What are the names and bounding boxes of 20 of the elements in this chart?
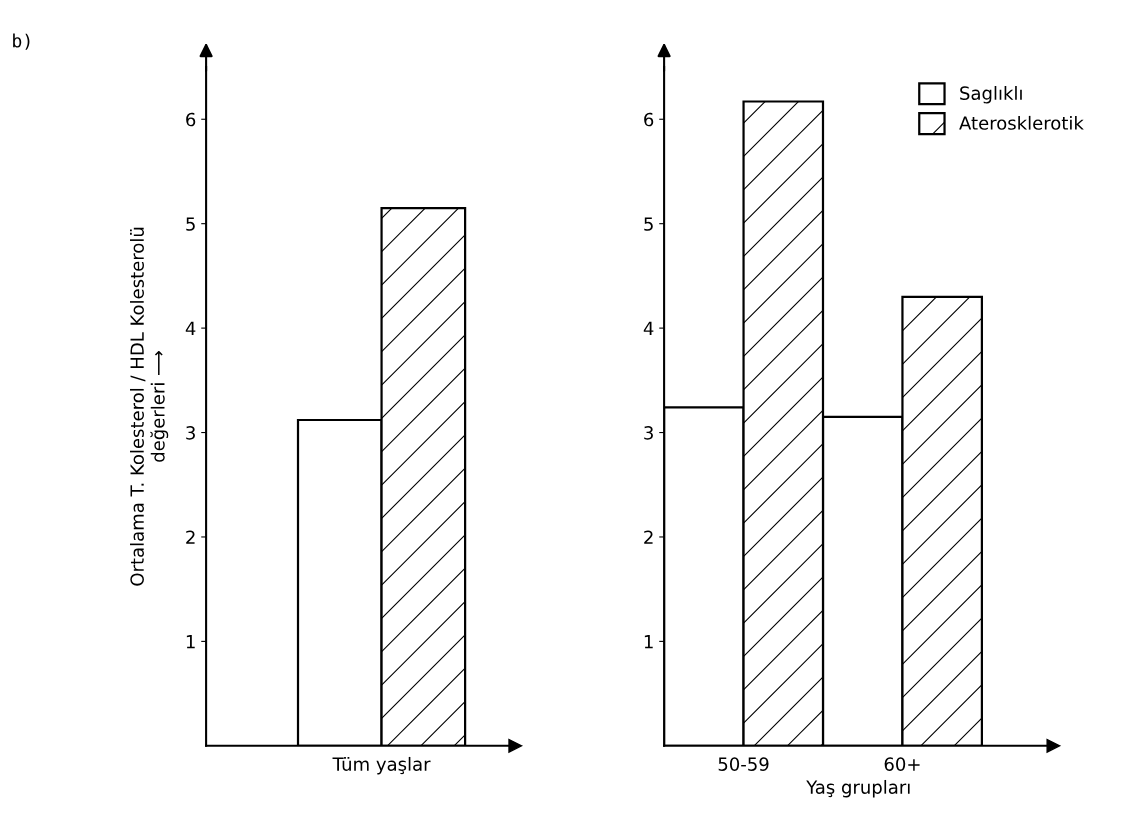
- legend-label: Aterosklerotik: [959, 115, 1084, 130]
- y-tick-label: 2: [644, 530, 653, 544]
- y-tick-label: 4: [185, 321, 196, 335]
- y-tick-label: 5: [644, 217, 653, 231]
- y-tick-label: 2: [186, 530, 195, 544]
- y-axis-title: Ortalama T. Kolesterol / HDL Kolesterolü değerleri ⟶: [129, 227, 169, 586]
- y-tick-label: 1: [644, 635, 653, 649]
- text: b): [13, 33, 30, 50]
- x-tick-label: Tüm yaşlar: [332, 756, 431, 775]
- y-tick-label: 3: [644, 426, 653, 440]
- y-tick-label: 6: [186, 112, 196, 127]
- y-tick-label: 3: [186, 426, 195, 440]
- y-tick-label: 5: [186, 217, 195, 231]
- legend-label: Saglıklı: [960, 86, 1022, 104]
- y-tick-label: 4: [643, 321, 654, 335]
- x-tick-label: 50-59: [718, 757, 769, 771]
- x-tick-label: 60+: [884, 757, 920, 771]
- y-tick-label: 1: [186, 635, 195, 649]
- x-axis-title: Yaş grupları: [806, 779, 910, 798]
- y-tick-label: 6: [644, 112, 654, 127]
